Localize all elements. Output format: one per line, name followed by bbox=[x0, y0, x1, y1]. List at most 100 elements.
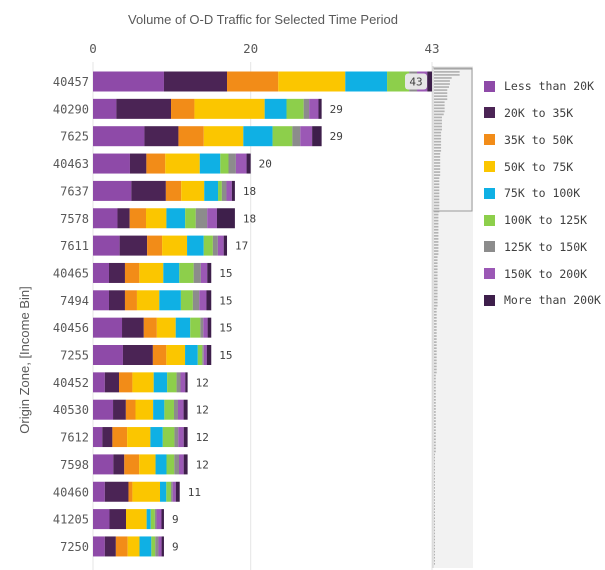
bar-segment-more-than-200k-7611[interactable] bbox=[223, 235, 228, 256]
bar-segment-75k-to-100k-7578[interactable] bbox=[166, 208, 186, 229]
bar-segment-20k-to-35k-7578[interactable] bbox=[117, 208, 130, 229]
bar-segment-100k-to-125k-40452[interactable] bbox=[167, 372, 177, 393]
legend-item-100k-to-125k[interactable]: 100K to 125K bbox=[484, 210, 601, 230]
legend-item-less-than-20k[interactable]: Less than 20K bbox=[484, 76, 601, 96]
bar-segment-20k-to-35k-7625[interactable] bbox=[144, 126, 179, 147]
bar-segment-100k-to-125k-7637[interactable] bbox=[218, 180, 222, 201]
scroll-minimap[interactable] bbox=[432, 66, 473, 568]
bar-segment-less-than-20k-40465[interactable] bbox=[93, 262, 109, 283]
bar-segment-more-than-200k-40452[interactable] bbox=[185, 372, 188, 393]
bar-segment-150k-to-200k-7637[interactable] bbox=[226, 180, 232, 201]
bar-segment-50k-to-75k-7612[interactable] bbox=[127, 427, 151, 448]
bar-segment-35k-to-50k-7625[interactable] bbox=[178, 126, 204, 147]
bar-segment-150k-to-200k-7625[interactable] bbox=[300, 126, 313, 147]
legend-item-50k-to-75k[interactable]: 50K to 75K bbox=[484, 156, 601, 176]
bar-segment-more-than-200k-40457[interactable] bbox=[427, 71, 432, 92]
bar-segment-less-than-20k-40463[interactable] bbox=[93, 153, 130, 174]
bar-segment-125k-to-150k-7612[interactable] bbox=[174, 427, 179, 448]
bar-segment-more-than-200k-7598[interactable] bbox=[183, 454, 188, 475]
bar-segment-50k-to-75k-7255[interactable] bbox=[166, 345, 186, 365]
bar-segment-less-than-20k-7625[interactable] bbox=[93, 126, 145, 147]
bar-segment-75k-to-100k-7255[interactable] bbox=[185, 345, 198, 365]
bar-segment-100k-to-125k-7255[interactable] bbox=[197, 345, 203, 365]
bar-segment-20k-to-35k-40456[interactable] bbox=[122, 317, 144, 338]
bar-segment-35k-to-50k-40452[interactable] bbox=[119, 372, 133, 393]
bar-segment-125k-to-150k-41205[interactable] bbox=[154, 509, 157, 530]
bar-segment-35k-to-50k-7578[interactable] bbox=[129, 208, 147, 229]
bar-segment-150k-to-200k-40452[interactable] bbox=[180, 372, 186, 393]
bar-segment-50k-to-75k-40456[interactable] bbox=[156, 317, 176, 338]
bar-segment-less-than-20k-41205[interactable] bbox=[93, 509, 110, 530]
bar-segment-50k-to-75k-40530[interactable] bbox=[135, 399, 154, 420]
bar-segment-less-than-20k-40452[interactable] bbox=[93, 372, 105, 393]
bar-segment-75k-to-100k-7250[interactable] bbox=[139, 536, 152, 557]
bar-segment-100k-to-125k-40460[interactable] bbox=[166, 481, 172, 502]
bar-segment-75k-to-100k-7612[interactable] bbox=[150, 427, 163, 448]
bar-segment-35k-to-50k-40457[interactable] bbox=[227, 71, 279, 92]
bar-segment-100k-to-125k-7598[interactable] bbox=[166, 454, 175, 475]
bar-segment-50k-to-75k-7494[interactable] bbox=[136, 290, 160, 311]
bar-segment-125k-to-150k-40460[interactable] bbox=[171, 481, 173, 502]
bar-segment-100k-to-125k-40463[interactable] bbox=[220, 153, 229, 174]
bar-segment-150k-to-200k-7255[interactable] bbox=[203, 345, 207, 365]
bar-segment-125k-to-150k-7637[interactable] bbox=[221, 180, 227, 201]
bar-segment-more-than-200k-7250[interactable] bbox=[161, 536, 164, 557]
bar-segment-20k-to-35k-7255[interactable] bbox=[122, 345, 153, 365]
bar-segment-150k-to-200k-7578[interactable] bbox=[207, 208, 217, 229]
bar-segment-more-than-200k-40530[interactable] bbox=[183, 399, 188, 420]
bar-segment-35k-to-50k-40460[interactable] bbox=[128, 481, 133, 502]
bar-segment-150k-to-200k-7250[interactable] bbox=[158, 536, 162, 557]
bar-segment-125k-to-150k-7598[interactable] bbox=[174, 454, 180, 475]
bar-segment-less-than-20k-7612[interactable] bbox=[93, 427, 103, 448]
bar-segment-50k-to-75k-7625[interactable] bbox=[203, 126, 244, 147]
bar-segment-35k-to-50k-7611[interactable] bbox=[147, 235, 163, 256]
bar-segment-20k-to-35k-7611[interactable] bbox=[119, 235, 148, 256]
bar-segment-50k-to-75k-40465[interactable] bbox=[139, 262, 164, 283]
bar-segment-35k-to-50k-40465[interactable] bbox=[124, 262, 140, 283]
bar-segment-100k-to-125k-40457[interactable] bbox=[387, 71, 410, 92]
bar-segment-125k-to-150k-7611[interactable] bbox=[212, 235, 218, 256]
bar-segment-50k-to-75k-40457[interactable] bbox=[278, 71, 346, 92]
bar-segment-20k-to-35k-7494[interactable] bbox=[108, 290, 125, 311]
bar-segment-150k-to-200k-7612[interactable] bbox=[178, 427, 184, 448]
legend-item-75k-to-100k[interactable]: 75K to 100K bbox=[484, 183, 601, 203]
bar-segment-150k-to-200k-7494[interactable] bbox=[199, 290, 207, 311]
legend-item-20k-to-35k[interactable]: 20K to 35K bbox=[484, 103, 601, 123]
bar-segment-less-than-20k-7578[interactable] bbox=[93, 208, 118, 229]
bar-segment-75k-to-100k-40457[interactable] bbox=[345, 71, 388, 92]
bar-segment-35k-to-50k-7494[interactable] bbox=[124, 290, 137, 311]
bar-segment-75k-to-100k-40460[interactable] bbox=[160, 481, 167, 502]
bar-segment-more-than-200k-40463[interactable] bbox=[246, 153, 251, 174]
bar-segment-20k-to-35k-40463[interactable] bbox=[129, 153, 147, 174]
bar-segment-75k-to-100k-40530[interactable] bbox=[153, 399, 165, 420]
bar-segment-more-than-200k-7637[interactable] bbox=[231, 180, 235, 201]
bar-segment-more-than-200k-41205[interactable] bbox=[161, 509, 164, 530]
bar-segment-75k-to-100k-40465[interactable] bbox=[163, 262, 180, 283]
bar-segment-75k-to-100k-40452[interactable] bbox=[153, 372, 168, 393]
bar-segment-150k-to-200k-7598[interactable] bbox=[179, 454, 184, 475]
bar-segment-more-than-200k-7578[interactable] bbox=[216, 208, 235, 229]
bar-segment-100k-to-125k-40530[interactable] bbox=[164, 399, 174, 420]
bar-segment-150k-to-200k-40460[interactable] bbox=[172, 481, 176, 502]
bar-segment-35k-to-50k-7612[interactable] bbox=[112, 427, 128, 448]
bar-segment-50k-to-75k-40452[interactable] bbox=[132, 372, 154, 393]
bar-segment-more-than-200k-40465[interactable] bbox=[207, 262, 212, 283]
bar-segment-20k-to-35k-40290[interactable] bbox=[116, 98, 172, 119]
bar-segment-less-than-20k-40460[interactable] bbox=[93, 481, 105, 502]
bar-segment-50k-to-75k-40460[interactable] bbox=[132, 481, 161, 502]
bar-segment-20k-to-35k-40530[interactable] bbox=[113, 399, 126, 420]
bar-segment-125k-to-150k-7255[interactable] bbox=[202, 345, 204, 365]
bar-segment-50k-to-75k-7598[interactable] bbox=[139, 454, 156, 475]
bar-segment-20k-to-35k-7250[interactable] bbox=[104, 536, 116, 557]
bar-segment-150k-to-200k-40456[interactable] bbox=[203, 317, 208, 338]
bar-segment-75k-to-100k-7611[interactable] bbox=[187, 235, 204, 256]
bar-segment-100k-to-125k-7611[interactable] bbox=[203, 235, 213, 256]
bar-segment-125k-to-150k-40465[interactable] bbox=[193, 262, 201, 283]
bar-segment-50k-to-75k-7250[interactable] bbox=[127, 536, 140, 557]
legend-item-125k-to-150k[interactable]: 125K to 150K bbox=[484, 237, 601, 257]
bar-segment-150k-to-200k-40290[interactable] bbox=[309, 98, 319, 119]
bar-segment-20k-to-35k-7637[interactable] bbox=[131, 180, 166, 201]
bar-segment-less-than-20k-7611[interactable] bbox=[93, 235, 120, 256]
bar-segment-more-than-200k-7494[interactable] bbox=[206, 290, 212, 311]
bar-segment-more-than-200k-40290[interactable] bbox=[318, 98, 322, 119]
